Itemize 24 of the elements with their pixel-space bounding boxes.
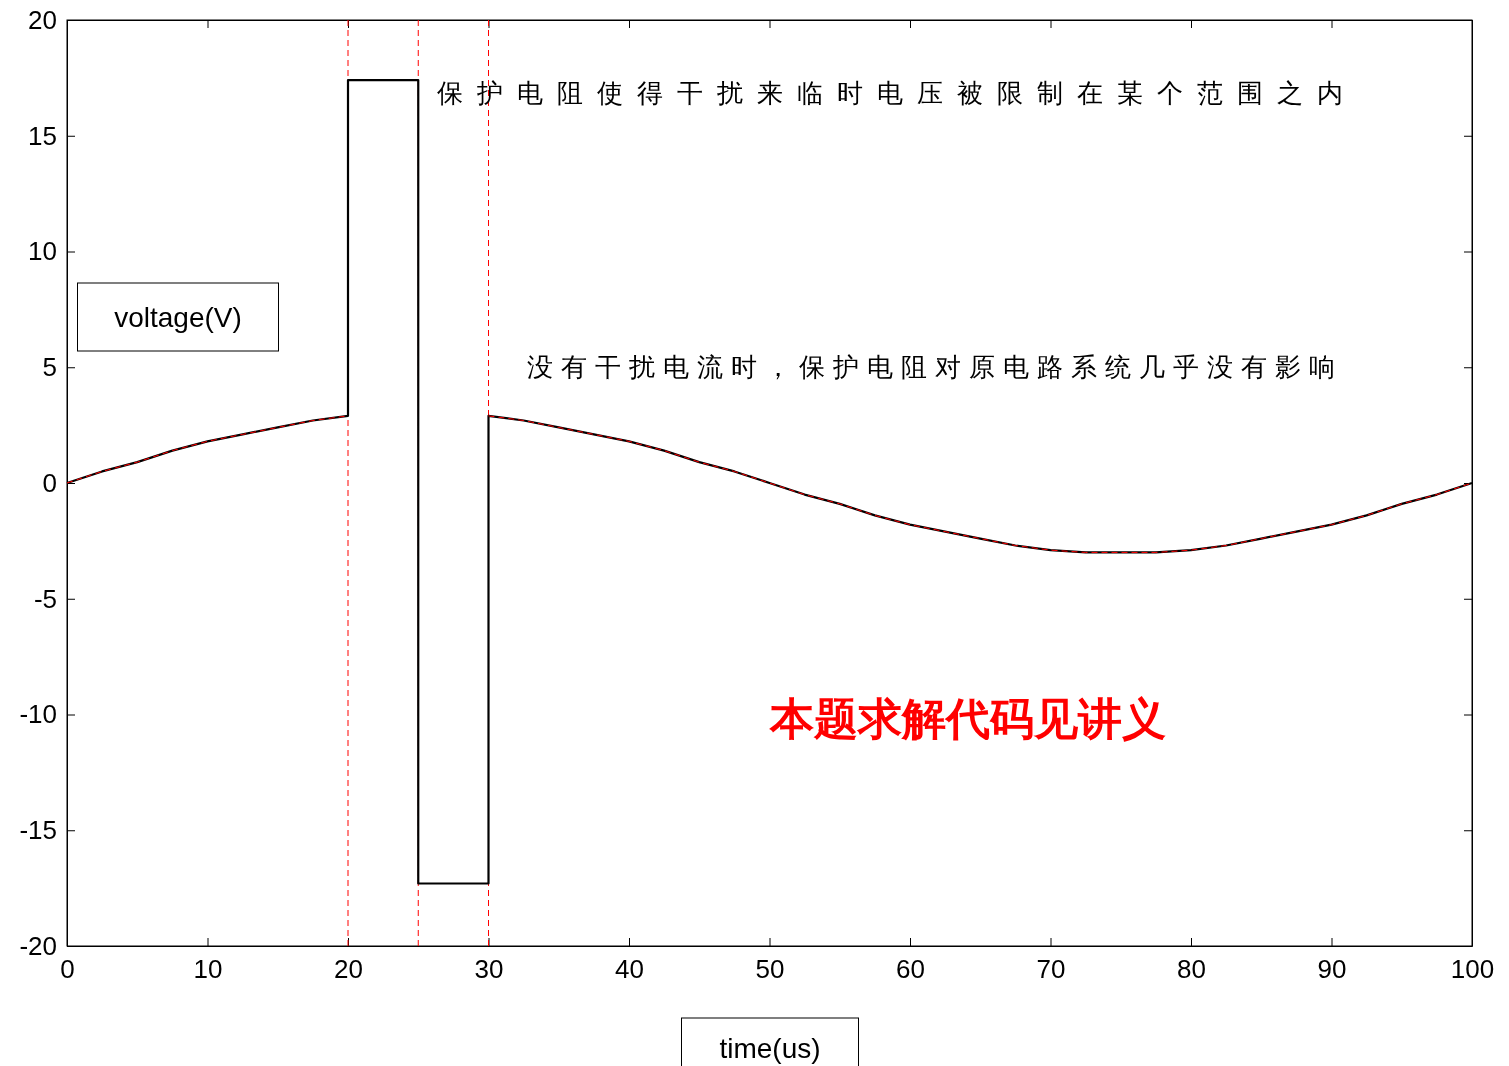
x-tick-label: 40 bbox=[615, 954, 644, 985]
y-tick-label: 15 bbox=[28, 120, 57, 151]
x-tick-label: 10 bbox=[193, 954, 223, 985]
x-tick-label: 20 bbox=[334, 954, 363, 985]
x-tick-label: 60 bbox=[896, 954, 925, 985]
y-tick-label: -5 bbox=[33, 583, 57, 614]
x-tick-label: 80 bbox=[1177, 954, 1206, 985]
y-tick-label: 20 bbox=[28, 4, 57, 35]
y-tick-label: 5 bbox=[42, 352, 57, 383]
x-tick-label: 30 bbox=[474, 954, 504, 985]
y-tick-label: -10 bbox=[19, 699, 57, 730]
y-tick-label: -20 bbox=[19, 930, 57, 961]
y-axis-title: voltage(V) bbox=[114, 301, 242, 333]
annotation: 本题求解代码见讲义 bbox=[769, 693, 1166, 743]
x-tick-label: 70 bbox=[1036, 954, 1066, 985]
annotation: 没有干扰电流时，保护电阻对原电路系统几乎没有影响 bbox=[527, 352, 1343, 382]
y-tick-label: 0 bbox=[42, 467, 57, 498]
x-axis-title: time(us) bbox=[719, 1032, 821, 1064]
annotation: 保护电阻使得干扰来临时电压被限制在某个范围之内 bbox=[437, 78, 1357, 108]
x-tick-label: 90 bbox=[1317, 954, 1347, 985]
y-tick-label: 10 bbox=[28, 236, 57, 267]
x-tick-label: 100 bbox=[1450, 954, 1495, 985]
x-tick-label: 50 bbox=[755, 954, 785, 985]
y-tick-label: -15 bbox=[19, 815, 57, 846]
